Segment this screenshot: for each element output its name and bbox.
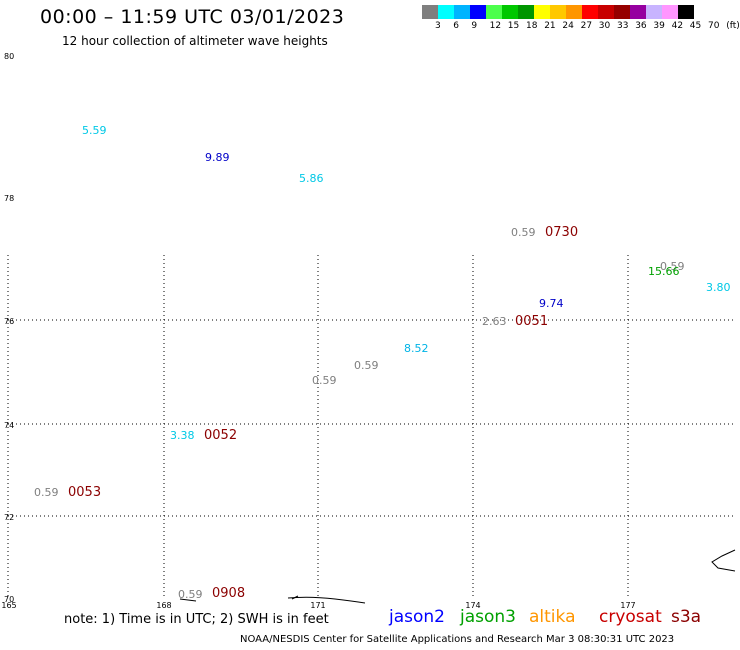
longitude-label: 168 (156, 601, 171, 610)
color-scale-label: 36 (635, 21, 647, 31)
latitude-label: 72 (4, 513, 14, 522)
color-scale-label: 9 (471, 21, 478, 31)
map-subtitle: 12 hour collection of altimeter wave hei… (62, 34, 328, 48)
longitude-label: 165 (1, 601, 16, 610)
wave-height-value: 8.52 (404, 342, 429, 355)
coastline-bottom (287, 596, 366, 604)
color-swatch (630, 5, 646, 19)
color-scale-label: 45 (689, 21, 702, 31)
color-scale-label: 24 (562, 21, 574, 31)
wave-height-value: 5.86 (299, 172, 324, 185)
color-swatch (454, 5, 470, 19)
latitude-labels: 80 78 76 74 72 70 (4, 52, 14, 604)
color-swatch (646, 5, 662, 19)
legend-cryosat: cryosat (599, 607, 662, 627)
legend-altika: altika (529, 607, 576, 627)
latitude-label: 76 (4, 317, 14, 326)
wave-height-value: 2.63 (482, 315, 507, 328)
color-swatch (438, 5, 454, 19)
color-scale-label: 21 (544, 21, 556, 31)
color-scale-label: 33 (617, 21, 629, 31)
coastline-mark (291, 595, 299, 600)
legend-jason3: jason3 (460, 607, 516, 627)
longitude-label: 171 (310, 601, 325, 610)
wave-height-value: 3.38 (170, 429, 195, 442)
color-swatch (550, 5, 566, 19)
color-scale-label: (ft) (726, 21, 740, 31)
color-scale-label: 15 (507, 21, 520, 31)
pass-time-label: 0052 (204, 428, 237, 443)
wave-height-value: 0.59 (354, 359, 379, 372)
pass-time-label: 0908 (212, 586, 245, 601)
color-swatch (422, 5, 438, 19)
graticule (7, 255, 735, 598)
latitude-label: 78 (4, 194, 14, 203)
observations-layer: 5.599.895.860.59 07300.5915.663.809.742.6… (34, 124, 731, 601)
color-swatch (502, 5, 518, 19)
color-swatch (534, 5, 550, 19)
color-swatch (486, 5, 502, 19)
color-scale-label: 30 (598, 21, 611, 31)
wave-height-value: 5.59 (82, 124, 107, 137)
footnote: note: 1) Time is in UTC; 2) SWH is in fe… (64, 612, 329, 627)
pass-time-label: 0053 (68, 485, 101, 500)
color-swatch (614, 5, 630, 19)
legend-jason2: jason2 (389, 607, 445, 627)
color-scale-label: 27 (580, 21, 593, 31)
coastline-right (711, 549, 736, 572)
wave-height-value: 0.59 (34, 486, 59, 499)
wave-height-value: 0.59 (178, 588, 203, 601)
wave-height-value: 0.59 (511, 226, 536, 239)
color-swatch (518, 5, 534, 19)
color-swatch (678, 5, 694, 19)
map-title: 00:00 – 11:59 UTC 03/01/2023 (40, 6, 345, 28)
color-swatch (470, 5, 486, 19)
longitude-labels: 165 168 171 174 177 (1, 601, 635, 610)
wave-height-value: 0.59 (660, 260, 685, 273)
wave-height-value: 9.74 (539, 297, 564, 310)
color-swatch (598, 5, 614, 19)
coastline-tick (179, 598, 197, 602)
wave-height-value: 9.89 (205, 151, 230, 164)
longitude-label: 177 (620, 601, 635, 610)
latitude-label: 80 (4, 52, 14, 61)
color-scale-label: 18 (526, 21, 538, 31)
color-scale-label: 12 (489, 21, 502, 31)
color-scale-label: 39 (653, 21, 665, 31)
longitude-label: 174 (465, 601, 480, 610)
color-scale-label: 3 (435, 21, 441, 31)
color-scale-labels: 3 6 9 12 15 18 21 24 27 30 33 36 39 42 45 70 (ft) (422, 21, 740, 33)
color-swatch (582, 5, 598, 19)
pass-time-label: 0730 (545, 225, 578, 240)
pass-time-label: 0051 (515, 314, 548, 329)
color-swatch (662, 5, 678, 19)
color-scale-bar (422, 5, 694, 19)
legend-s3a: s3a (671, 607, 702, 627)
color-scale-label: 70 (708, 21, 720, 31)
credit-line: NOAA/NESDIS Center for Satellite Applica… (240, 634, 675, 645)
color-scale-label: 6 (453, 21, 459, 31)
color-scale-label: 42 (671, 21, 684, 31)
wave-height-value: 0.59 (312, 374, 337, 387)
color-swatch (566, 5, 582, 19)
wave-height-value: 3.80 (706, 281, 731, 294)
coastline (179, 549, 736, 604)
latitude-label: 74 (4, 421, 14, 430)
latitude-label: 70 (4, 595, 14, 604)
wave-height-value: 15.66 (648, 265, 680, 278)
